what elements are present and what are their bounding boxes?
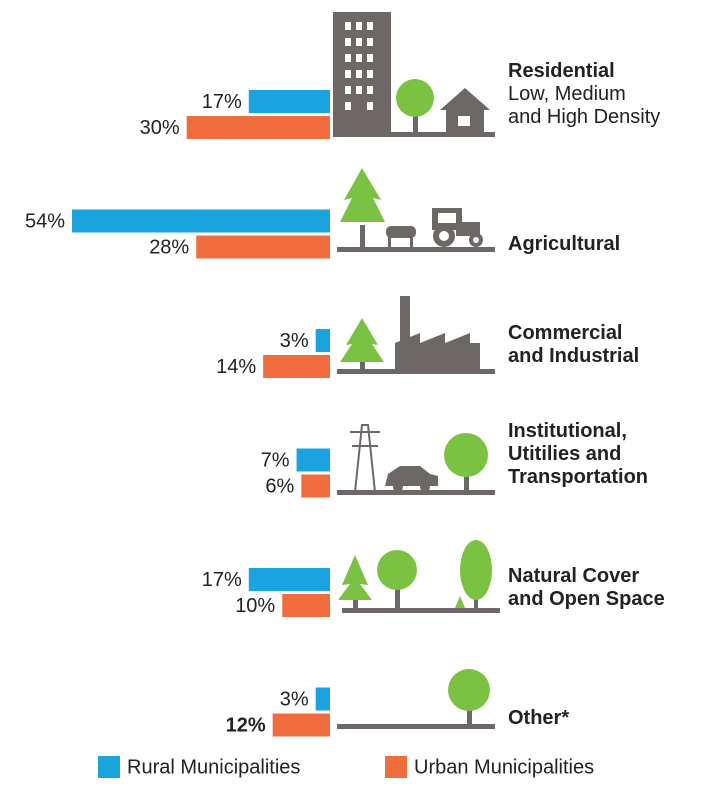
category-name: Other*	[508, 707, 569, 729]
legend-label: Rural Municipalities	[127, 756, 300, 778]
category-name: Natural Cover and Open Space	[508, 565, 665, 610]
category-label: Commercial and Industrial	[508, 322, 639, 368]
category-label: Agricultural	[508, 233, 620, 256]
bar	[249, 568, 330, 591]
bar	[316, 329, 330, 352]
legend-swatch	[98, 756, 120, 778]
chart: 17% 30% 54% 28% 3% 14% 7% 6% 17% 10% 3% 12% Rural Mu…	[0, 0, 718, 793]
category-label: Institutional, Utitilies and Transportat…	[508, 420, 648, 489]
value-label: 28%	[149, 236, 189, 258]
bar	[316, 688, 330, 711]
category-name: Agricultural	[508, 233, 620, 255]
bar	[263, 355, 330, 378]
legend-swatch	[385, 756, 407, 778]
category-name: Commercial and Industrial	[508, 322, 639, 367]
value-label: 12%	[226, 714, 266, 736]
bar	[196, 236, 330, 259]
value-label: 3%	[280, 688, 309, 710]
bar	[282, 594, 330, 617]
value-label: 7%	[261, 449, 290, 471]
category-label: Natural Cover and Open Space	[508, 565, 665, 611]
category-note: Low, Medium and High Density	[508, 83, 660, 128]
value-label: 17%	[202, 569, 242, 591]
value-label: 3%	[280, 330, 309, 352]
icons	[333, 12, 500, 729]
value-label: 6%	[265, 475, 294, 497]
value-label: 10%	[235, 595, 275, 617]
value-label: 54%	[25, 210, 65, 232]
trees	[338, 79, 492, 711]
bar	[301, 475, 330, 498]
category-label: Other*	[508, 707, 569, 730]
category-name: Residential	[508, 60, 615, 82]
bar	[249, 90, 330, 113]
bar	[187, 116, 330, 139]
value-label: 30%	[140, 117, 180, 139]
category-name: Institutional, Utitilies and Transportat…	[508, 420, 648, 488]
value-label: 17%	[202, 91, 242, 113]
value-label: 14%	[216, 356, 256, 378]
bar	[72, 210, 330, 233]
legend-label: Urban Municipalities	[414, 756, 594, 778]
bar	[297, 449, 330, 472]
bar	[273, 714, 330, 737]
